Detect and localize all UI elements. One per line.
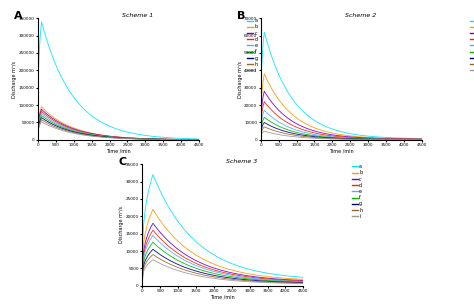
- X-axis label: Time /min: Time /min: [329, 149, 354, 154]
- Y-axis label: Discharge m³/s: Discharge m³/s: [12, 60, 18, 98]
- Text: Scheme 1: Scheme 1: [122, 13, 154, 18]
- Text: Scheme 2: Scheme 2: [345, 13, 376, 18]
- Text: Scheme 3: Scheme 3: [227, 159, 258, 164]
- Text: A: A: [14, 11, 22, 21]
- X-axis label: Time /min: Time /min: [210, 295, 235, 300]
- Legend: a, b, c, d, e, f, g, h, i: a, b, c, d, e, f, g, h, i: [352, 164, 362, 219]
- X-axis label: Time /min: Time /min: [106, 149, 131, 154]
- Legend: a, b, c, d, e, f, g, h, i: a, b, c, d, e, f, g, h, i: [470, 18, 474, 73]
- Text: B: B: [237, 11, 245, 21]
- Y-axis label: Discharge m³/s: Discharge m³/s: [238, 60, 243, 98]
- Text: C: C: [118, 157, 126, 167]
- Legend: a, b, c, d, e, f, g, h, i: a, b, c, d, e, f, g, h, i: [247, 18, 258, 73]
- Y-axis label: Discharge m³/s: Discharge m³/s: [119, 206, 124, 244]
